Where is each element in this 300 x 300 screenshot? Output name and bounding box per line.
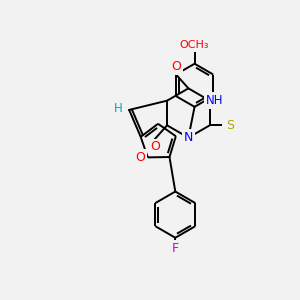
Text: H: H xyxy=(114,102,123,115)
Text: N: N xyxy=(184,131,193,144)
Text: F: F xyxy=(172,242,179,255)
Text: NH: NH xyxy=(206,94,223,107)
Text: O: O xyxy=(150,140,160,153)
Text: OCH₃: OCH₃ xyxy=(180,40,209,50)
Text: O: O xyxy=(135,151,145,164)
Text: S: S xyxy=(226,119,234,132)
Text: O: O xyxy=(171,60,181,73)
